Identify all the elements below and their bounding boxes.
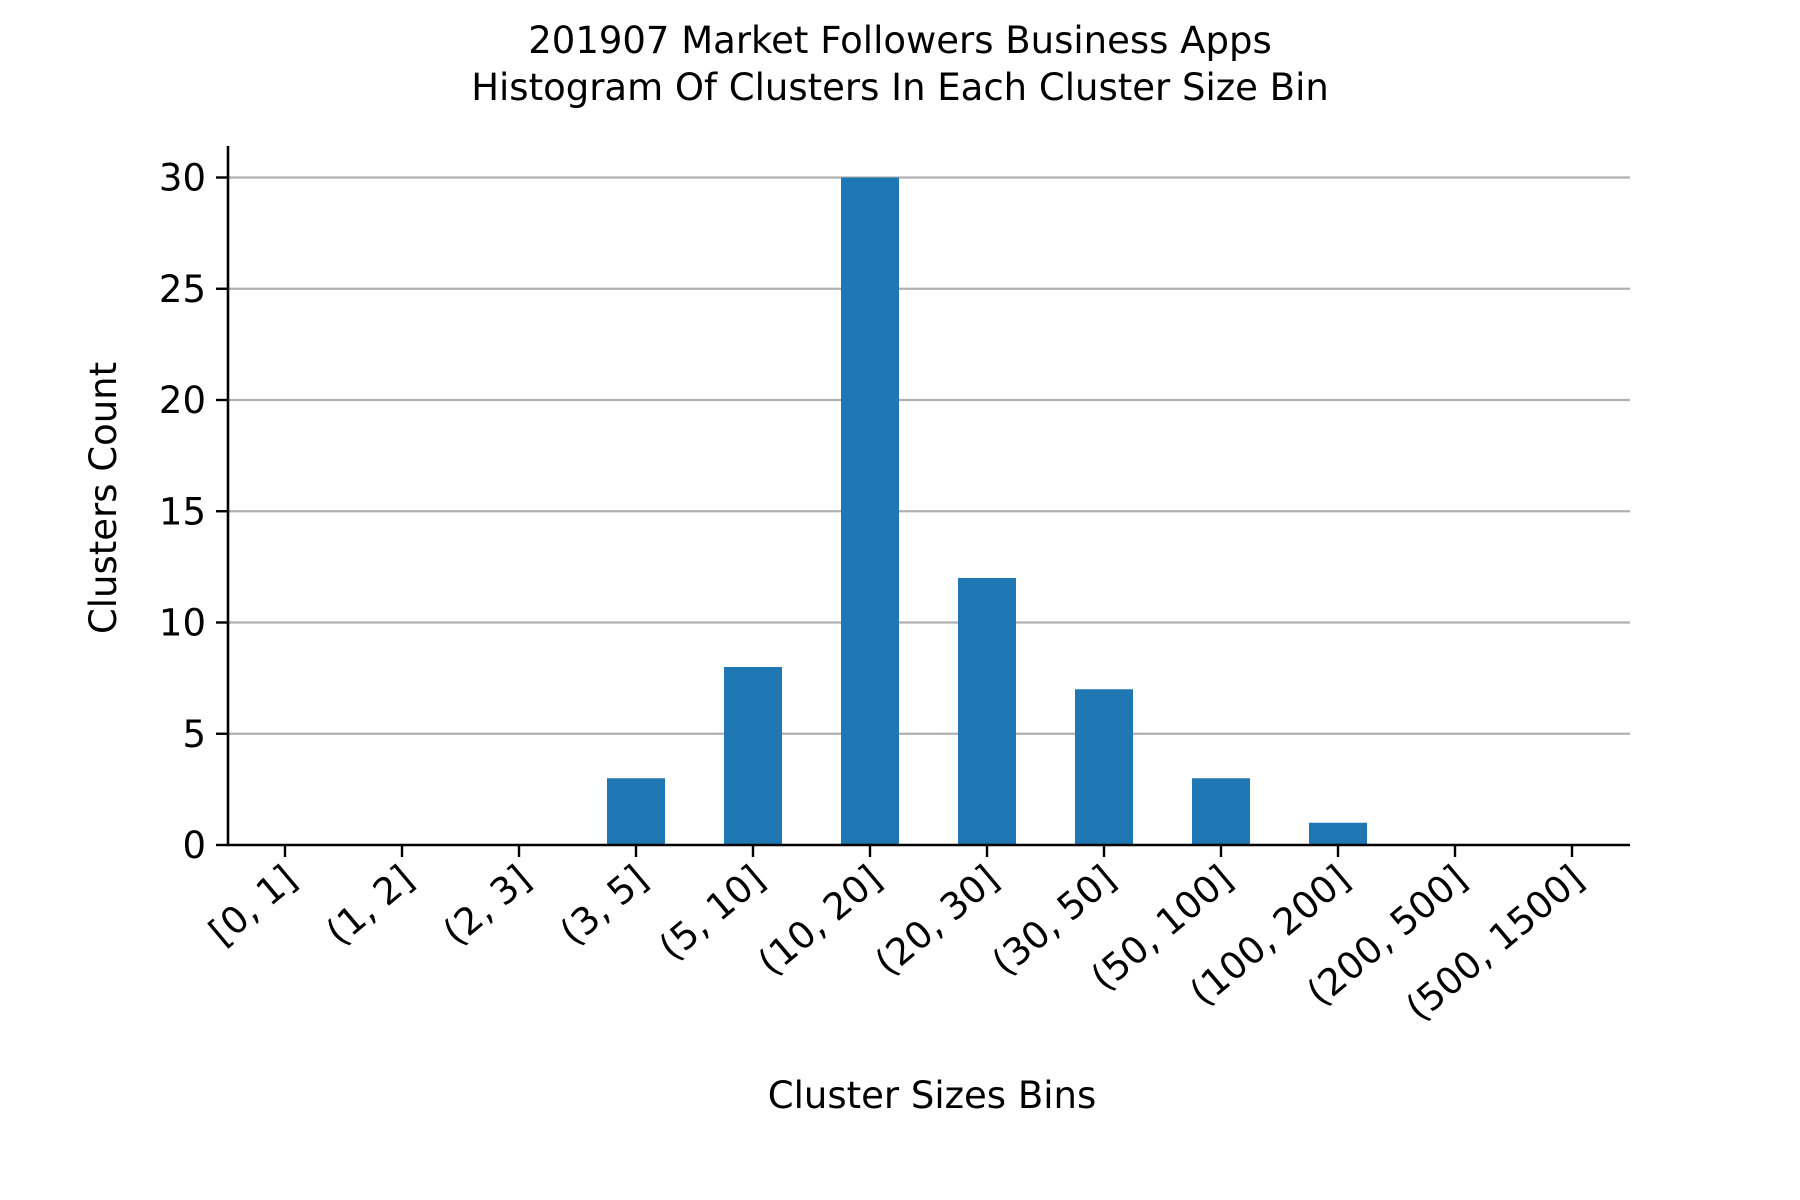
bars [607,177,1367,845]
bar-8 [1192,778,1250,845]
bar-9 [1309,822,1367,845]
y-tick-label-25: 25 [159,268,206,311]
y-tick-label-5: 5 [182,713,206,756]
x-tick-label-5: (10, 20] [750,857,890,984]
bar-3 [607,778,665,845]
chart-title-line-1: 201907 Market Followers Business Apps [528,19,1272,62]
bar-6 [958,578,1016,845]
x-tick-label-0: [0, 1] [201,857,305,954]
x-tick-label-3: (3, 5] [552,857,656,954]
y-tick-label-10: 10 [159,602,206,645]
bar-7 [1075,689,1133,845]
y-ticks: 0 5 10 15 20 25 30 [159,157,228,867]
y-tick-label-30: 30 [159,157,206,200]
chart-title-line-2: Histogram Of Clusters In Each Cluster Si… [471,66,1329,109]
y-tick-label-15: 15 [159,490,206,533]
y-axis-label: Clusters Count [82,362,125,634]
x-tick-label-1: (1, 2] [318,857,422,954]
bar-4 [724,667,782,845]
axes [226,146,1630,847]
bar-5 [841,177,899,845]
x-tick-label-6: (20, 30] [867,857,1007,984]
x-axis-label: Cluster Sizes Bins [768,1074,1096,1117]
grid-lines [228,176,1630,735]
y-tick-label-20: 20 [159,379,206,422]
x-ticks: [0, 1] (1, 2] (2, 3] (3, 5](5, 10](10, 20](… [201,845,1592,1029]
y-tick-label-0: 0 [182,824,206,867]
x-tick-label-2: (2, 3] [435,857,539,954]
